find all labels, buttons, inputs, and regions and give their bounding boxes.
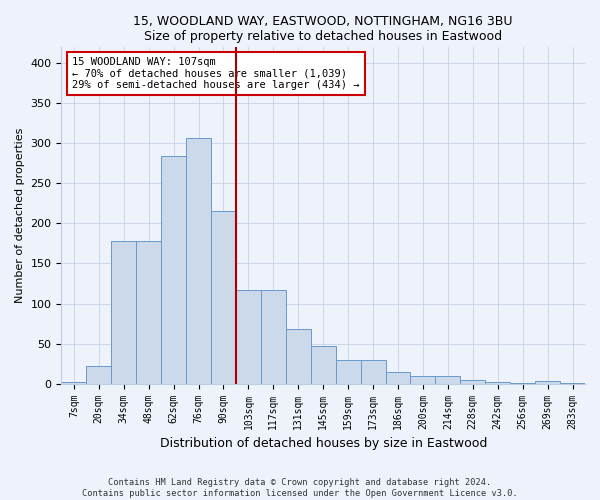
Bar	[136, 241, 161, 384]
Title: 15, WOODLAND WAY, EASTWOOD, NOTTINGHAM, NG16 3BU
Size of property relative to de: 15, WOODLAND WAY, EASTWOOD, NOTTINGHAM, …	[133, 15, 513, 43]
Bar	[510, 383, 535, 384]
Bar	[535, 382, 560, 384]
Y-axis label: Number of detached properties: Number of detached properties	[15, 128, 25, 303]
Bar	[161, 156, 186, 384]
Text: 15 WOODLAND WAY: 107sqm
← 70% of detached houses are smaller (1,039)
29% of semi: 15 WOODLAND WAY: 107sqm ← 70% of detache…	[72, 57, 359, 90]
Bar	[111, 241, 136, 384]
Bar	[211, 212, 236, 384]
Bar	[186, 138, 211, 384]
Bar	[311, 346, 335, 384]
Bar	[560, 383, 585, 384]
Bar	[410, 376, 436, 384]
Bar	[386, 372, 410, 384]
X-axis label: Distribution of detached houses by size in Eastwood: Distribution of detached houses by size …	[160, 437, 487, 450]
Text: Contains HM Land Registry data © Crown copyright and database right 2024.
Contai: Contains HM Land Registry data © Crown c…	[82, 478, 518, 498]
Bar	[86, 366, 111, 384]
Bar	[436, 376, 460, 384]
Bar	[261, 290, 286, 384]
Bar	[236, 290, 261, 384]
Bar	[460, 380, 485, 384]
Bar	[485, 382, 510, 384]
Bar	[361, 360, 386, 384]
Bar	[61, 382, 86, 384]
Bar	[286, 329, 311, 384]
Bar	[335, 360, 361, 384]
